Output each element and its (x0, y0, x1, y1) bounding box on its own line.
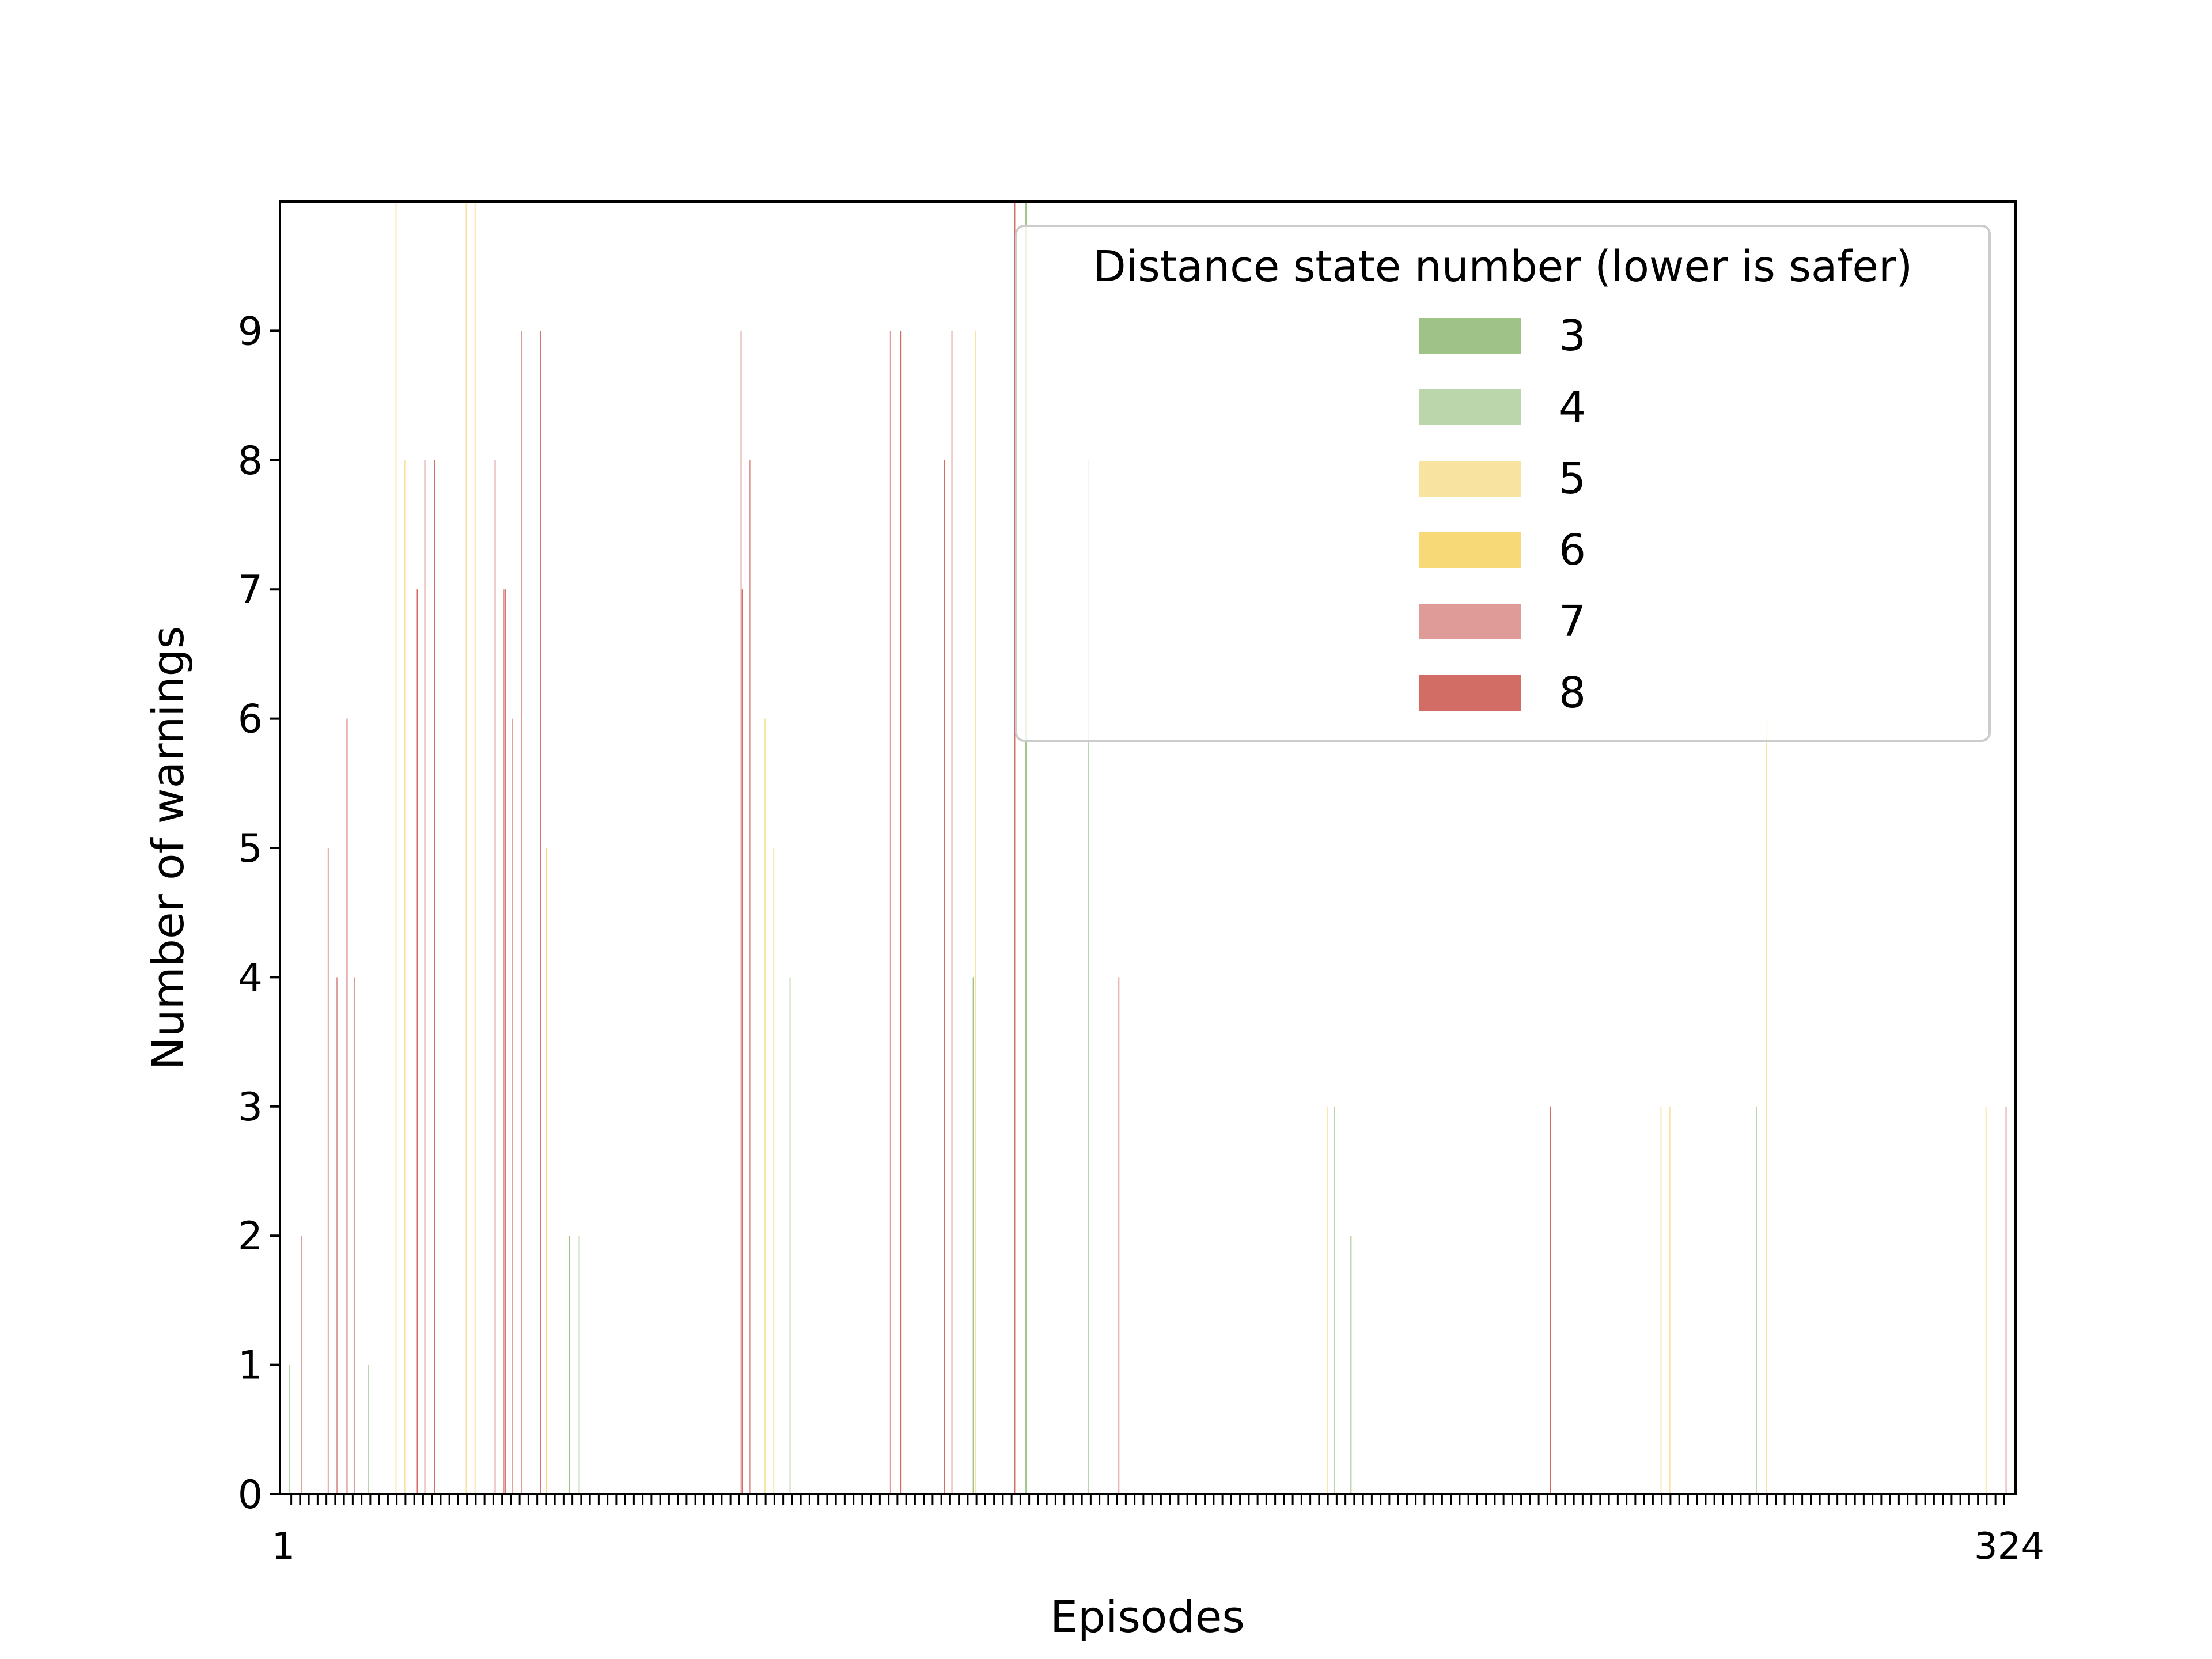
bar-series-5-episode-194 (1985, 1106, 1987, 1494)
legend-label-5: 5 (1559, 454, 1586, 503)
legend: Distance state number (lower is safer) 3… (1015, 225, 1991, 742)
bar-series-7-episode-8 (354, 977, 355, 1494)
bar-series-7-episode-25 (503, 589, 505, 1495)
bar-series-8-episode-29 (539, 331, 541, 1494)
y-tick-label: 2 (238, 1214, 263, 1259)
y-tick-label: 6 (238, 697, 263, 743)
x-tick-label-first: 1 (272, 1525, 296, 1568)
bar-series-7-episode-6 (336, 977, 338, 1494)
y-tick-label: 9 (238, 309, 263, 354)
bar-series-5-episode-157 (1660, 1106, 1662, 1494)
bar-series-5-episode-119 (1326, 1106, 1328, 1494)
legend-label-8: 8 (1559, 668, 1586, 718)
bar-series-5-episode-158 (1669, 1106, 1671, 1494)
legend-swatch-4 (1419, 389, 1521, 425)
bar-series-5-episode-79 (975, 331, 976, 1494)
y-tick-label: 8 (238, 438, 263, 484)
bar-series-5-episode-169 (1766, 718, 1767, 1494)
bars-layer (289, 202, 2007, 1495)
bar-series-5-episode-55 (764, 718, 766, 1494)
bar-series-5-episode-14 (404, 460, 406, 1494)
bar-series-7-episode-196 (2005, 1106, 2007, 1494)
bar-series-8-episode-25 (504, 589, 506, 1495)
bar-series-4-episode-10 (368, 1365, 369, 1494)
bar-series-8-episode-83 (1014, 202, 1016, 1494)
bar-series-8-episode-7 (346, 718, 348, 1494)
bar-series-3-episode-85 (1025, 202, 1027, 1494)
legend-label-4: 4 (1559, 382, 1586, 432)
y-tick-label: 7 (238, 567, 263, 613)
bar-series-4-episode-58 (789, 977, 791, 1494)
plot-frame (279, 200, 2017, 1495)
legend-swatch-5 (1419, 461, 1521, 497)
y-axis: 0 1 2 3 4 5 6 7 8 9 (238, 309, 280, 1518)
bar-series-7-episode-95 (1118, 977, 1120, 1494)
legend-label-7: 7 (1559, 597, 1586, 646)
legend-label-3: 3 (1559, 311, 1586, 361)
y-tick-label: 4 (238, 955, 263, 1001)
legend-swatch-3 (1419, 318, 1521, 354)
bar-series-7-episode-27 (521, 331, 522, 1494)
bar-series-4-episode-92 (1088, 460, 1089, 1494)
bar-series-7-episode-53 (749, 460, 751, 1494)
legend-swatch-7 (1419, 604, 1521, 639)
bar-series-7-episode-76 (951, 331, 953, 1494)
bar-series-8-episode-17 (434, 460, 435, 1494)
legend-label-6: 6 (1559, 525, 1586, 575)
bar-series-8-episode-52 (741, 589, 743, 1495)
bar-series-7-episode-69 (889, 331, 891, 1494)
y-tick-label: 0 (238, 1472, 263, 1518)
y-axis-label: Number of warnings (142, 626, 194, 1070)
bar-series-4-episode-1 (289, 1365, 290, 1494)
bar-series-8-episode-144 (1550, 1106, 1551, 1494)
y-tick-label: 1 (238, 1343, 263, 1389)
bar-series-7-episode-2 (301, 1236, 303, 1494)
bar-series-5-episode-21 (465, 202, 467, 1494)
bar-series-7-episode-52 (740, 331, 742, 1494)
legend-swatch-8 (1419, 675, 1521, 711)
bar-series-6-episode-30 (546, 848, 547, 1494)
bar-series-7-episode-24 (494, 460, 496, 1494)
bar-series-5-episode-22 (474, 202, 476, 1494)
x-axis-label: Episodes (1050, 1591, 1245, 1642)
bar-series-5-episode-56 (773, 848, 775, 1494)
bar-series-3-episode-79 (972, 977, 974, 1494)
bar-series-8-episode-70 (900, 331, 902, 1494)
bar-series-8-episode-15 (416, 589, 418, 1495)
y-tick-label: 3 (238, 1085, 263, 1130)
x-tick-label-last: 324 (1974, 1525, 2044, 1568)
bar-series-7-episode-16 (424, 460, 426, 1494)
bar-series-5-episode-13 (395, 202, 397, 1494)
legend-swatch-6 (1419, 532, 1521, 568)
bar-series-4-episode-34 (578, 1236, 580, 1494)
bar-series-7-episode-26 (512, 718, 514, 1494)
bar-series-3-episode-33 (569, 1236, 570, 1494)
y-tick-label: 5 (238, 826, 263, 872)
bar-series-4-episode-168 (1756, 1106, 1757, 1494)
bar-series-7-episode-5 (327, 848, 329, 1494)
bar-series-4-episode-120 (1334, 1106, 1335, 1494)
bar-series-8-episode-75 (944, 460, 945, 1494)
x-axis (290, 1494, 2005, 1505)
bar-series-3-episode-122 (1350, 1236, 1352, 1494)
legend-title: Distance state number (lower is safer) (1093, 242, 1913, 291)
